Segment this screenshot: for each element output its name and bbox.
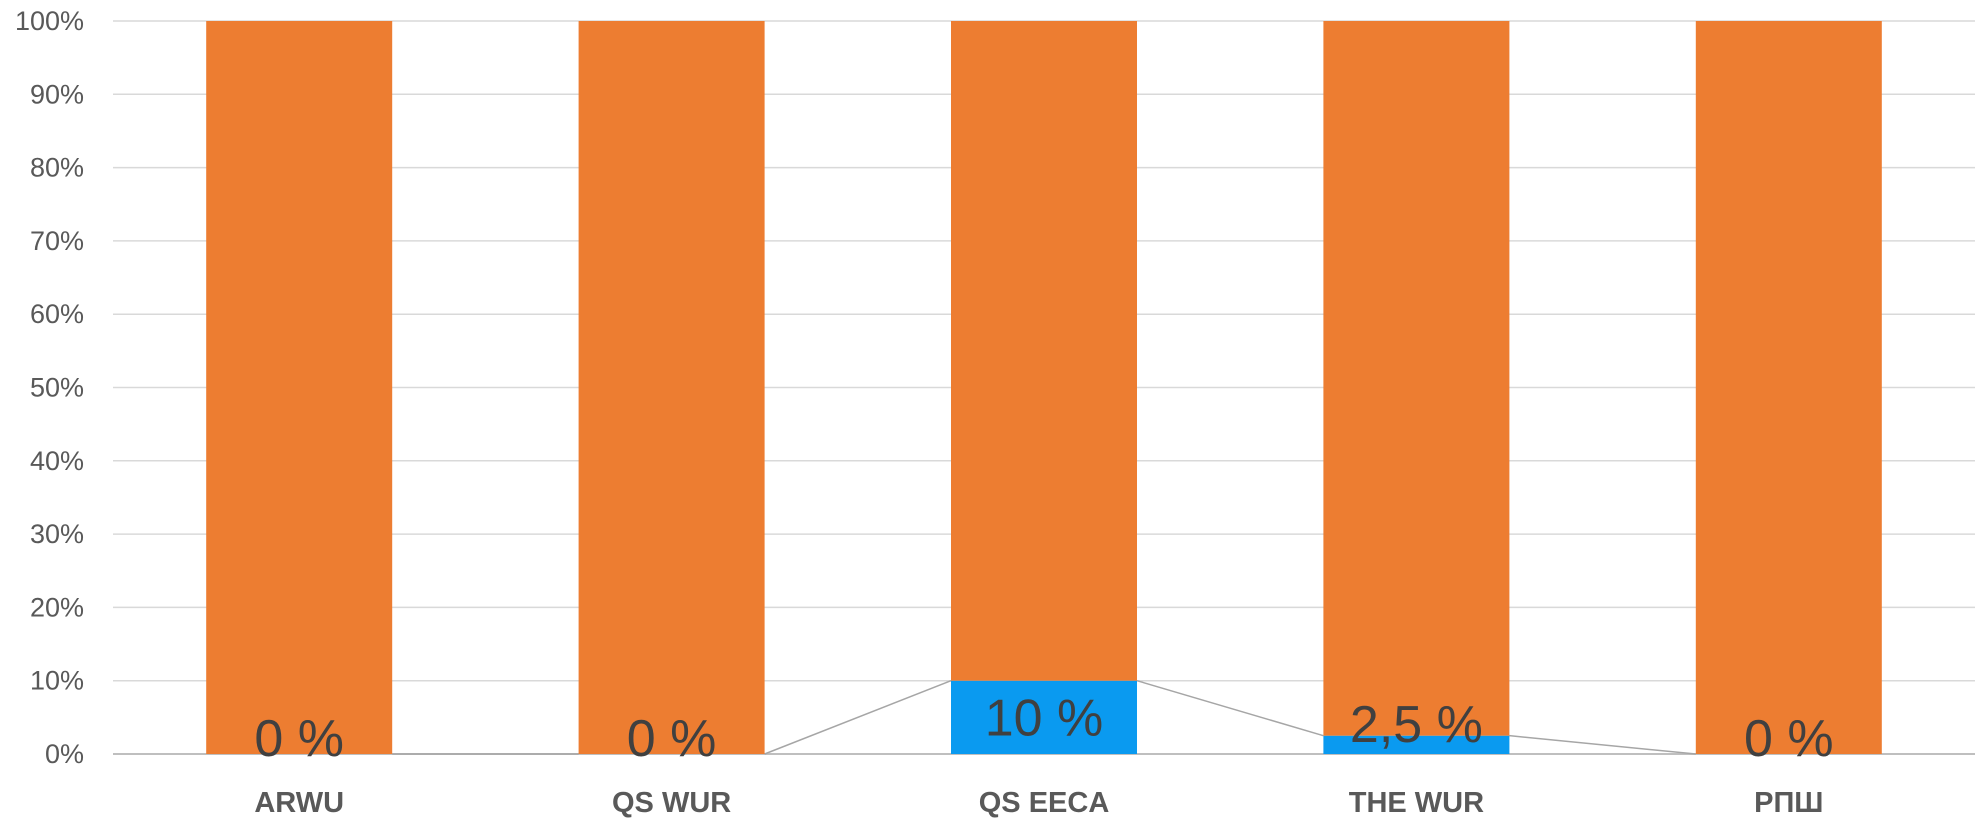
- series-line: [1136, 679, 1324, 737]
- data-label: 0 %: [254, 710, 344, 768]
- bars: [206, 21, 1882, 754]
- bar-segment: [1695, 21, 1882, 754]
- bar-segment: [1323, 735, 1510, 754]
- data-label: 0 %: [1744, 710, 1834, 768]
- y-tick-label: 100%: [15, 6, 84, 36]
- y-tick-label: 50%: [30, 373, 84, 403]
- x-tick-label: ARWU: [254, 787, 344, 819]
- bar-segment: [951, 21, 1137, 681]
- y-tick-label: 90%: [30, 79, 84, 109]
- x-tick-label: РПШ: [1754, 787, 1823, 819]
- x-tick-label: QS EECA: [979, 787, 1110, 819]
- y-tick-label: 40%: [30, 446, 84, 476]
- series-line: [764, 680, 952, 755]
- y-tick-label: 60%: [30, 299, 84, 329]
- series-line: [1509, 734, 1696, 755]
- y-tick-label: 30%: [30, 519, 84, 549]
- bar-segment: [206, 21, 393, 754]
- y-tick-label: 20%: [30, 592, 84, 622]
- data-labels: 0 % 0 % 10 % 2,5 % 0 %: [254, 689, 1833, 768]
- x-tick-label: THE WUR: [1349, 787, 1484, 819]
- data-label: 0 %: [627, 710, 717, 768]
- bar-segment: [1323, 21, 1510, 736]
- y-tick-label: 70%: [30, 226, 84, 256]
- x-axis: ARWU QS WUR QS EECA THE WUR РПШ: [254, 787, 1823, 819]
- y-tick-label: 10%: [30, 666, 84, 696]
- y-tick-label: 80%: [30, 153, 84, 183]
- series-lines: [392, 679, 1696, 755]
- bar-segment: [951, 680, 1137, 754]
- y-tick-label: 0%: [45, 739, 84, 769]
- data-label: 10 %: [985, 689, 1104, 747]
- x-tick-label: QS WUR: [612, 787, 731, 819]
- data-label: 2,5 %: [1350, 696, 1483, 754]
- bar-segment: [578, 21, 765, 754]
- y-axis: 0% 10% 20% 30% 40% 50% 60% 70% 80% 90% 100%: [15, 6, 84, 769]
